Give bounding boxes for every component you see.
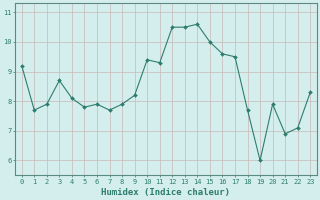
X-axis label: Humidex (Indice chaleur): Humidex (Indice chaleur) (101, 188, 230, 197)
